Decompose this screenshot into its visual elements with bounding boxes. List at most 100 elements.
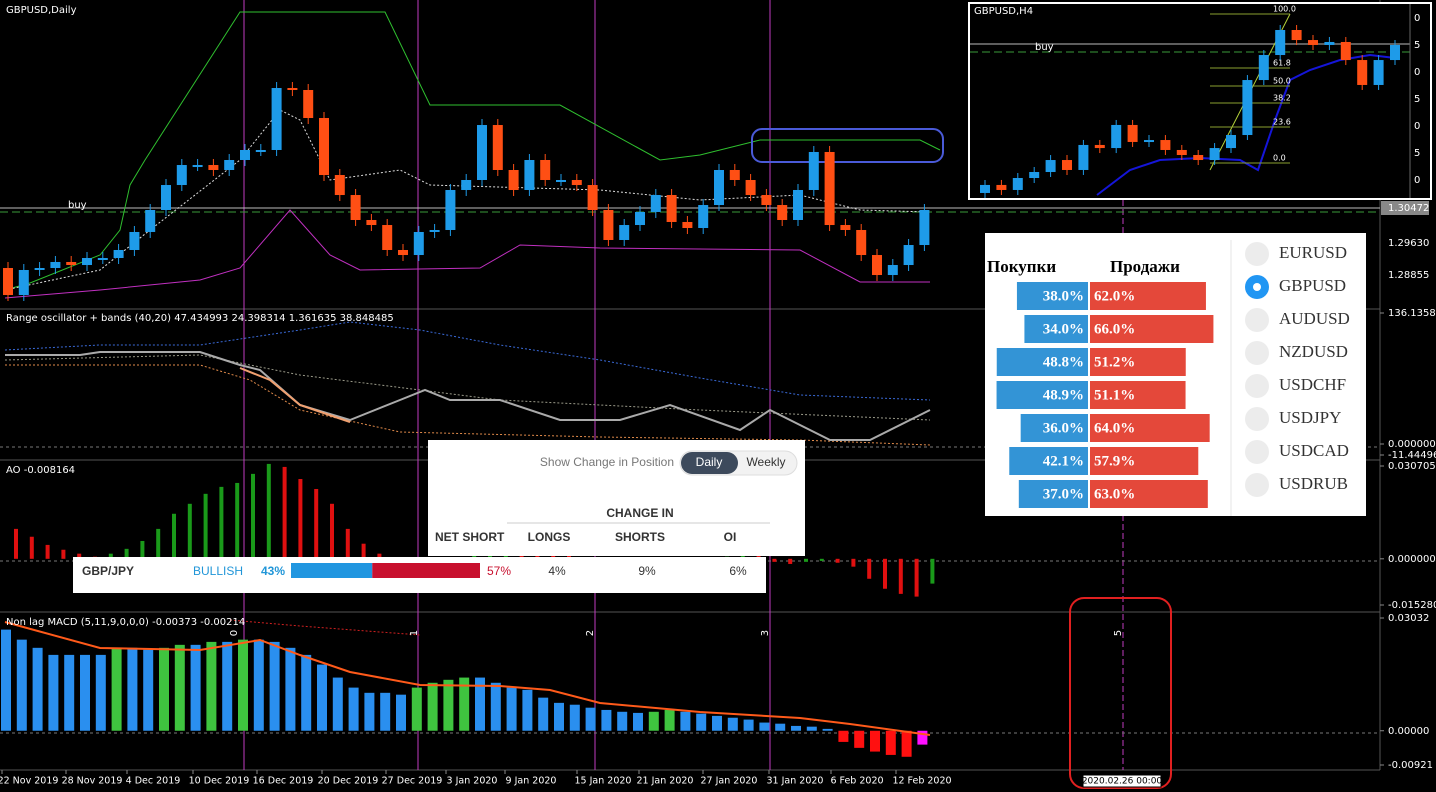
ao-bar	[108, 553, 113, 559]
change-value: 9%	[638, 564, 656, 578]
radio[interactable]	[1245, 341, 1269, 365]
ao-bar	[867, 558, 872, 579]
axis-label: 0	[1414, 13, 1420, 24]
date-label: 31 Jan 2020	[767, 776, 824, 787]
cursor-date: 2020.02.26 00:00	[1082, 777, 1163, 787]
radio[interactable]	[1245, 473, 1269, 497]
candle	[714, 169, 724, 206]
ao-bar	[377, 553, 382, 559]
buy-pct: 34.0%	[1043, 321, 1084, 337]
radio[interactable]	[1245, 242, 1269, 266]
date-label: 22 Nov 2019	[0, 776, 58, 787]
pair-name[interactable]: USDJPY	[1279, 408, 1341, 427]
column-header: NET SHORT	[435, 530, 505, 544]
sell-bar	[1090, 348, 1186, 376]
macd-bar	[901, 730, 912, 757]
radio[interactable]	[1245, 374, 1269, 398]
candle	[1324, 41, 1335, 45]
candle	[319, 118, 329, 176]
date-label: 28 Nov 2019	[62, 776, 123, 787]
sell-bar	[1090, 480, 1208, 508]
cycle-label: 0	[229, 630, 240, 636]
ao-bar	[330, 503, 334, 559]
pair-name[interactable]: USDCAD	[1279, 441, 1349, 460]
candle	[698, 205, 709, 229]
ao-bar	[77, 553, 82, 559]
pair-name[interactable]: NZDUSD	[1279, 342, 1348, 361]
ao-label: AO -0.008164	[6, 465, 75, 476]
pair-name[interactable]: USDCHF	[1279, 375, 1346, 394]
macd-bar	[269, 641, 280, 731]
buy-pct: 38.0%	[1043, 288, 1084, 304]
radio[interactable]	[1245, 440, 1269, 464]
toggle-active[interactable]	[681, 452, 738, 474]
candle	[66, 261, 77, 266]
candle	[729, 169, 740, 180]
short-bar	[372, 563, 480, 578]
radio[interactable]	[1245, 407, 1269, 431]
candle	[366, 219, 377, 226]
ao-bar	[314, 488, 319, 559]
candle	[255, 149, 266, 152]
toggle-option[interactable]: Daily	[696, 455, 723, 469]
ao-bar	[788, 558, 793, 564]
axis-label: -11.444961	[1388, 450, 1436, 461]
candle	[682, 221, 693, 229]
pair-name[interactable]: GBPUSD	[1279, 276, 1346, 295]
candle	[97, 258, 108, 261]
toggle-label: Show Change in Position	[540, 455, 674, 469]
candle	[34, 268, 45, 271]
fib-label: 100.0	[1273, 5, 1296, 14]
candle	[603, 209, 614, 240]
sell-bar	[1090, 447, 1199, 475]
toggle-option[interactable]: Weekly	[746, 455, 785, 469]
pair-name[interactable]: AUDUSD	[1279, 309, 1350, 328]
long-bar	[291, 563, 373, 578]
buy-bar	[996, 348, 1088, 376]
macd-bar	[332, 677, 343, 731]
candle	[50, 261, 61, 269]
candle	[745, 179, 756, 196]
ao-bar	[740, 554, 745, 559]
candle	[619, 225, 630, 240]
candle	[82, 258, 92, 266]
date-label: 9 Jan 2020	[506, 776, 557, 787]
macd-bar	[743, 719, 754, 731]
macd-bar	[1, 629, 11, 731]
candle	[398, 249, 408, 256]
cycle-label: 1	[409, 630, 420, 636]
macd-bar	[506, 687, 517, 731]
candle	[1062, 160, 1072, 170]
osc-line-low	[239, 367, 351, 423]
price-label: 1.29630	[1388, 238, 1429, 249]
pair-name[interactable]: USDRUB	[1279, 474, 1348, 493]
macd-bar	[301, 654, 312, 731]
candle	[1193, 155, 1204, 161]
lower-band	[4, 209, 930, 299]
cycle-label: 2	[585, 630, 596, 636]
candle	[1094, 144, 1105, 149]
ao-bar	[472, 553, 477, 559]
candle	[1111, 124, 1122, 149]
macd-bar	[443, 679, 454, 731]
short-pct: 57%	[487, 564, 511, 578]
ao-bar	[772, 558, 777, 562]
ao-bar	[835, 558, 840, 563]
axis-label: -0.015280	[1388, 600, 1436, 611]
macd-bar	[885, 730, 896, 755]
macd-bar	[712, 715, 722, 731]
ao-bar	[298, 479, 303, 559]
macd-bar	[16, 639, 27, 731]
axis-label: -0.00921	[1388, 760, 1433, 771]
axis-label: 0.03032	[1388, 613, 1429, 624]
ao-bar	[14, 528, 18, 559]
ao-bar	[345, 528, 350, 559]
sell-header: Продажи	[1110, 257, 1180, 276]
radio[interactable]	[1245, 308, 1269, 332]
cursor-date-box	[1082, 774, 1162, 788]
candle	[777, 205, 788, 220]
axis-label: 136.135811	[1388, 308, 1436, 319]
pair-name[interactable]: EURUSD	[1279, 243, 1347, 262]
date-label: 20 Dec 2019	[318, 776, 379, 787]
buy-label: buy	[68, 200, 87, 211]
